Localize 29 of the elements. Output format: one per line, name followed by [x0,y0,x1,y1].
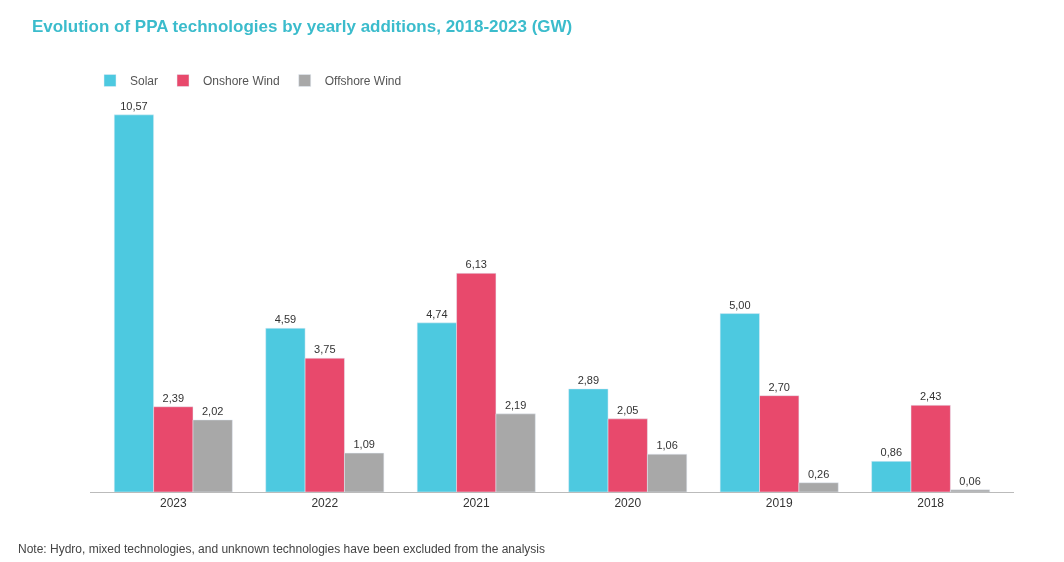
chart-title: Evolution of PPA technologies by yearly additions, 2018-2023 (GW) [31,16,573,36]
data-label: 3,75 [314,343,336,356]
data-label: 10,57 [120,99,148,112]
legend-label: Offshore Wind [324,74,402,89]
x-tick-label: 2020 [614,496,642,511]
x-tick-label: 2021 [462,496,490,511]
data-label: 2,05 [617,403,639,416]
data-label: 6,13 [465,258,487,271]
legend-label: Onshore Wind [203,74,280,89]
data-label: 4,74 [426,307,448,320]
data-label: 5,00 [729,298,751,311]
data-label: 2,39 [162,391,185,404]
data-label: 2,89 [577,373,600,386]
data-label: 0,26 [807,467,830,480]
text: Note: Hydro, mixed technologies, and unknown technologies have been excluded from the analysis [18,542,545,556]
x-tick-label: 2023 [159,496,187,511]
data-label: 0,06 [959,474,981,487]
data-label: 2,19 [504,398,527,411]
data-label: 1,09 [353,438,375,451]
data-label: 4,59 [274,313,297,326]
data-label: 2,70 [768,380,790,393]
legend-label: Solar [130,74,159,89]
x-tick-label: 2019 [765,496,793,511]
x-tick-label: 2022 [311,496,339,511]
data-label: 1,06 [656,439,678,452]
x-tick-label: 2018 [917,496,945,511]
data-label: 0,86 [880,446,903,459]
data-label: 2,02 [201,404,224,417]
data-label: 2,43 [919,390,942,403]
